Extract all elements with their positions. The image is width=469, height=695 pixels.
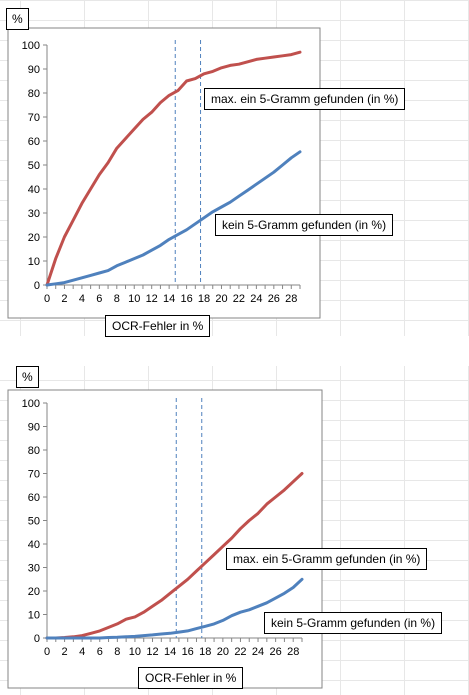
y-tick-label: 50 <box>28 160 40 172</box>
sheet-gap <box>0 336 469 366</box>
y-axis-label: % <box>16 366 39 388</box>
y-tick-label: 10 <box>28 610 40 622</box>
y-tick-label: 0 <box>34 280 40 292</box>
x-tick-label: 14 <box>164 646 176 658</box>
chart-top[interactable]: 0 10 20 30 40 50 60 70 80 90 100 0 2 4 6 8 10 12 14 16 18 20 2… <box>0 0 469 340</box>
series-line-max-ein <box>45 472 304 640</box>
x-tick-label: 10 <box>128 293 140 305</box>
x-tick-label: 6 <box>96 293 102 305</box>
x-tick-label: 12 <box>146 293 158 305</box>
x-tick-label: 12 <box>146 646 158 658</box>
x-tick-label: 4 <box>79 293 85 305</box>
x-tick-label: 10 <box>129 646 141 658</box>
y-tick-label: 70 <box>28 469 40 481</box>
x-tick-label: 28 <box>285 293 297 305</box>
y-tick-label: 100 <box>22 40 40 52</box>
series-label-kein: kein 5-Gramm gefunden (in %) <box>215 214 394 236</box>
x-tick-label: 22 <box>233 293 245 305</box>
chart-bottom[interactable]: 0 10 20 30 40 50 60 70 80 90 100 0 2 4 6 8 10 12 14 16 18 20 2… <box>0 360 469 695</box>
x-tick-label: 20 <box>217 646 229 658</box>
x-tick-label: 14 <box>163 293 175 305</box>
y-tick-label: 60 <box>28 492 40 504</box>
series-line-kein <box>45 150 302 287</box>
y-tick-label: 100 <box>22 398 40 410</box>
series-label-max-ein: max. ein 5-Gramm gefunden (in %) <box>204 88 406 110</box>
chart-frame <box>7 389 323 689</box>
y-axis-label: % <box>6 8 29 30</box>
x-tick-label: 0 <box>44 293 50 305</box>
x-tick-label: 24 <box>250 293 262 305</box>
x-tick-label: 8 <box>114 646 120 658</box>
x-tick-label: 16 <box>180 293 192 305</box>
series-label-max-ein: max. ein 5-Gramm gefunden (in %) <box>226 548 428 570</box>
y-tick-label: 20 <box>28 586 40 598</box>
y-tick-label: 20 <box>28 232 40 244</box>
y-tick-label: 40 <box>28 539 40 551</box>
x-axis-label: OCR-Fehler in % <box>105 315 211 337</box>
y-tick-label: 30 <box>28 208 40 220</box>
series-line-max-ein <box>45 50 302 287</box>
x-tick-label: 26 <box>269 646 281 658</box>
y-tick-label: 90 <box>28 422 40 434</box>
x-tick-label: 0 <box>44 646 50 658</box>
x-axis-label: OCR-Fehler in % <box>138 667 244 689</box>
y-tick-label: 60 <box>28 136 40 148</box>
x-tick-label: 2 <box>62 646 68 658</box>
x-tick-label: 4 <box>79 646 85 658</box>
x-tick-label: 24 <box>252 646 264 658</box>
y-tick-label: 80 <box>28 445 40 457</box>
x-tick-label: 22 <box>234 646 246 658</box>
y-tick-label: 30 <box>28 563 40 575</box>
x-tick-label: 2 <box>61 293 67 305</box>
x-tick-label: 26 <box>268 293 280 305</box>
x-tick-label: 6 <box>97 646 103 658</box>
x-tick-label: 28 <box>287 646 299 658</box>
chart-frame <box>7 27 321 319</box>
y-tick-label: 40 <box>28 184 40 196</box>
y-tick-label: 80 <box>28 88 40 100</box>
y-tick-label: 90 <box>28 64 40 76</box>
x-tick-label: 18 <box>199 646 211 658</box>
series-line-kein <box>45 577 304 640</box>
y-tick-label: 0 <box>34 633 40 645</box>
y-tick-label: 10 <box>28 256 40 268</box>
y-tick-label: 50 <box>28 516 40 528</box>
x-tick-label: 16 <box>182 646 194 658</box>
x-tick-label: 8 <box>114 293 120 305</box>
series-label-kein: kein 5-Gramm gefunden (in %) <box>264 612 443 634</box>
y-tick-label: 70 <box>28 112 40 124</box>
x-tick-label: 18 <box>198 293 210 305</box>
x-tick-label: 20 <box>215 293 227 305</box>
